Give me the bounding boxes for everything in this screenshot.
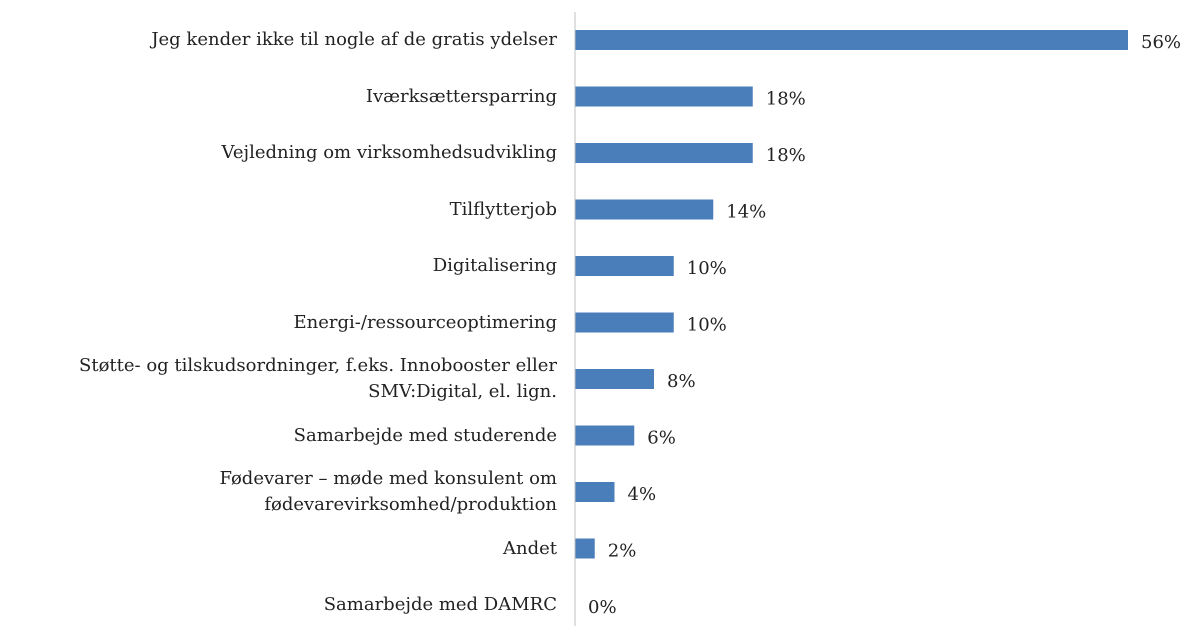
data-label: 56% (1141, 32, 1181, 53)
bar (575, 369, 654, 389)
data-label: 6% (647, 428, 676, 449)
data-label: 8% (667, 371, 696, 392)
data-label: 10% (687, 315, 727, 336)
category-label: Energi-/ressourceoptimering (293, 311, 557, 333)
bar (575, 199, 714, 220)
category-label: Fødevarer – møde med konsulent om fødeva… (219, 468, 557, 515)
bar (575, 143, 753, 163)
bar (575, 425, 635, 446)
bar (575, 482, 615, 502)
category-label: Tilflytterjob (449, 198, 557, 220)
data-label: 14% (726, 202, 766, 223)
category-label: Jeg kender ikke til nogle af de gratis y… (151, 29, 557, 50)
data-label: 4% (628, 484, 657, 505)
data-label: 0% (588, 597, 617, 618)
bar (575, 86, 753, 107)
data-label: 10% (687, 258, 727, 279)
category-label: Digitalisering (432, 255, 557, 276)
category-label: Iværksættersparring (365, 85, 557, 107)
category-label: Vejledning om virksomhedsudvikling (221, 142, 558, 163)
data-label: 18% (766, 145, 806, 166)
bar (575, 538, 595, 559)
bar (575, 312, 674, 333)
bar (575, 30, 1128, 50)
data-label: 18% (766, 89, 806, 110)
category-label: Andet (503, 537, 557, 559)
category-label: Støtte- og tilskudsordninger, f.eks. Inn… (79, 355, 557, 402)
category-label: Samarbejde med DAMRC (323, 594, 557, 615)
category-label: Samarbejde med studerende (293, 424, 557, 446)
data-label: 2% (608, 541, 637, 562)
bar (575, 256, 674, 276)
